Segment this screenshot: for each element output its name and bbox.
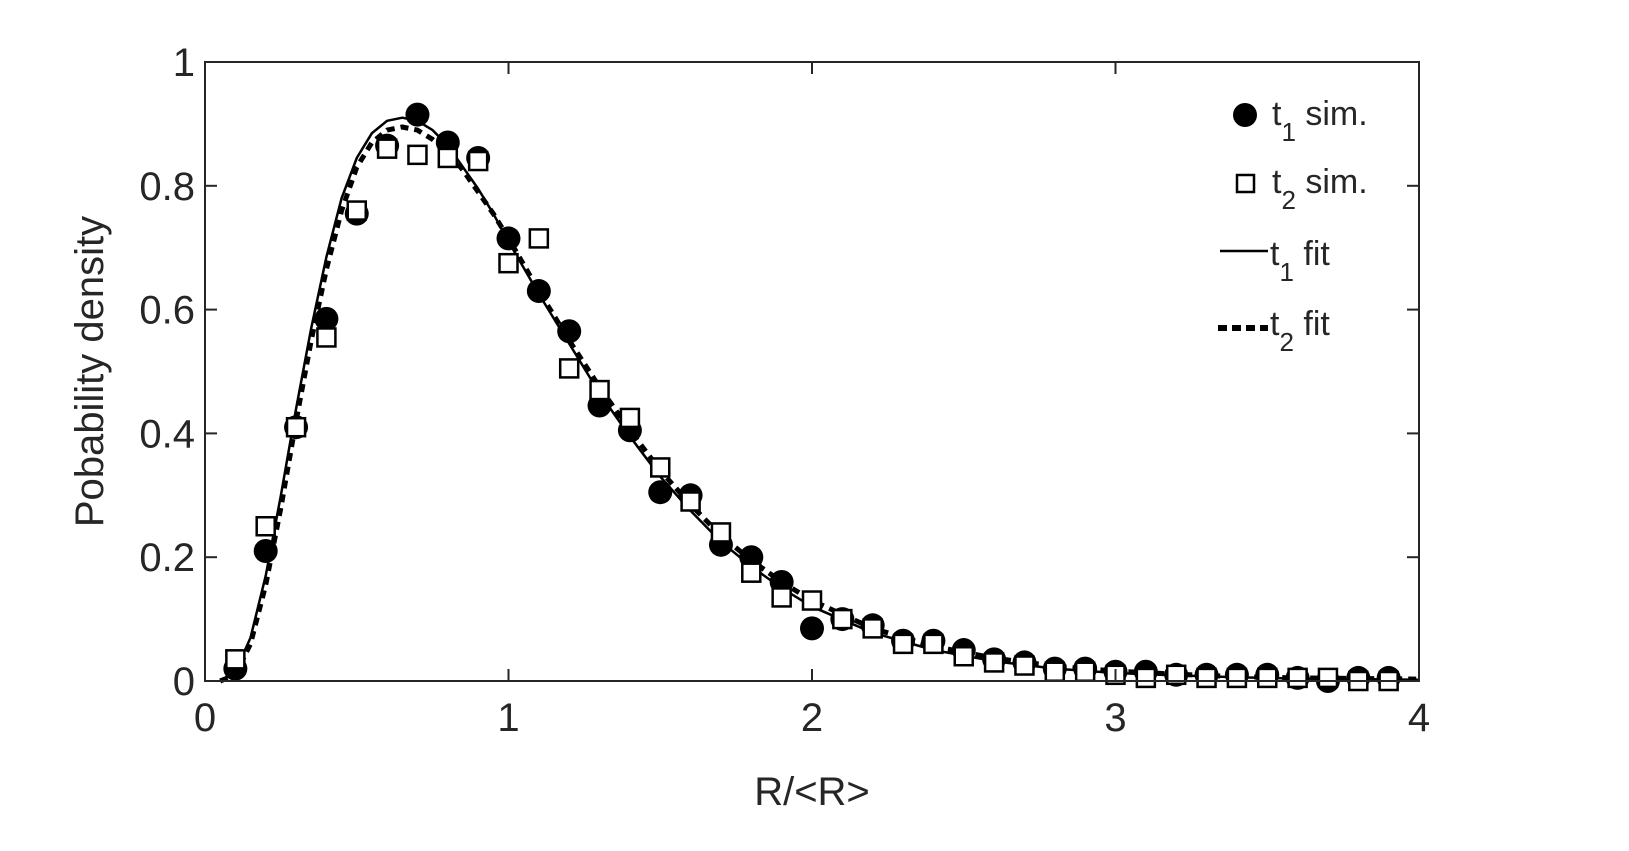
legend-label-pre: t <box>1270 305 1280 343</box>
data-point-s1-19 <box>801 590 823 611</box>
data-point-s1-5 <box>376 138 398 159</box>
data-point-s1-36 <box>1317 667 1339 689</box>
data-point-s1-31 <box>1165 664 1187 686</box>
legend-marker-1 <box>1235 173 1256 194</box>
y-tick-label: 0 <box>173 660 195 704</box>
legend-label-post: sim. <box>1296 95 1368 133</box>
data-point-s1-20 <box>832 608 853 630</box>
legend-label-sub: 1 <box>1279 257 1293 287</box>
data-point-s0-6 <box>405 102 430 127</box>
x-axis-title: R/<R> <box>754 770 870 814</box>
legend-label-sub: 2 <box>1279 327 1293 357</box>
data-point-s1-10 <box>528 228 550 249</box>
legend-label-pre: t <box>1270 235 1280 273</box>
data-point-s1-0 <box>225 649 246 670</box>
data-point-s1-16 <box>710 522 732 543</box>
legend-label-post: fit <box>1294 305 1330 343</box>
data-point-s0-19 <box>800 616 824 641</box>
data-point-s1-34 <box>1257 667 1278 689</box>
x-tick-label: 2 <box>801 696 823 740</box>
legend-label-3: t2 fit <box>1270 305 1330 357</box>
legend-label-post: fit <box>1294 235 1330 273</box>
data-point-s1-25 <box>983 652 1005 673</box>
legend-label-2: t1 fit <box>1270 235 1330 287</box>
data-point-s0-14 <box>648 480 673 505</box>
data-point-s1-11 <box>558 358 580 379</box>
data-point-s1-13 <box>619 407 641 429</box>
x-tick-label: 0 <box>194 696 216 740</box>
data-point-s1-3 <box>316 327 337 348</box>
legend-label-pre: t <box>1272 95 1282 133</box>
data-point-s1-33 <box>1226 667 1248 689</box>
data-point-s1-9 <box>498 252 519 274</box>
data-point-s1-23 <box>923 633 944 655</box>
y-tick-label: 0.8 <box>139 165 195 209</box>
data-point-s1-30 <box>1135 667 1157 689</box>
y-tick-label: 0.2 <box>139 536 195 580</box>
data-point-s0-11 <box>557 319 582 344</box>
data-point-s1-8 <box>467 150 489 172</box>
legend-label-sub: 1 <box>1281 117 1295 147</box>
data-point-s1-14 <box>650 457 671 478</box>
y-tick-label: 0.6 <box>139 289 195 333</box>
markers <box>223 102 1401 693</box>
data-point-s1-1 <box>255 516 276 537</box>
legend-label-post: sim. <box>1296 163 1368 201</box>
data-point-s0-9 <box>496 226 521 251</box>
x-tick-label: 1 <box>497 696 519 740</box>
x-tick-label: 3 <box>1104 696 1126 740</box>
data-point-s1-12 <box>589 379 610 401</box>
legend-label-1: t2 sim. <box>1272 163 1368 215</box>
y-axis-title: Pobability density <box>68 216 112 527</box>
data-point-s1-27 <box>1044 661 1066 682</box>
data-point-s1-18 <box>771 587 792 608</box>
axes: 0 1 2 3 4 0 0.2 0.4 0.6 0.8 1 R/<R> Pobability densi… <box>68 41 1430 814</box>
legend-label-0: t1 sim. <box>1272 95 1368 147</box>
data-point-s1-22 <box>892 633 914 655</box>
data-point-s1-21 <box>862 618 883 639</box>
data-point-s1-17 <box>741 562 762 583</box>
data-point-s1-26 <box>1014 655 1035 676</box>
data-point-s1-24 <box>953 645 974 667</box>
legend-label-pre: t <box>1272 163 1282 201</box>
data-point-s0-1 <box>253 539 278 564</box>
data-point-s1-7 <box>437 147 459 169</box>
data-point-s0-10 <box>526 279 551 304</box>
legend-marker-0 <box>1233 103 1257 127</box>
data-point-s1-4 <box>346 200 367 221</box>
data-point-s1-28 <box>1074 661 1096 682</box>
data-point-s1-15 <box>680 491 701 512</box>
y-tick-label: 0.4 <box>139 412 195 456</box>
data-point-s1-32 <box>1196 667 1217 689</box>
legend-label-sub: 2 <box>1281 185 1295 215</box>
data-point-s1-6 <box>407 144 428 166</box>
data-point-s1-35 <box>1287 667 1308 689</box>
y-tick-label: 1 <box>173 41 195 85</box>
data-point-s1-2 <box>285 416 307 438</box>
data-point-s0-3 <box>314 306 339 331</box>
x-tick-label: 4 <box>1408 696 1430 740</box>
